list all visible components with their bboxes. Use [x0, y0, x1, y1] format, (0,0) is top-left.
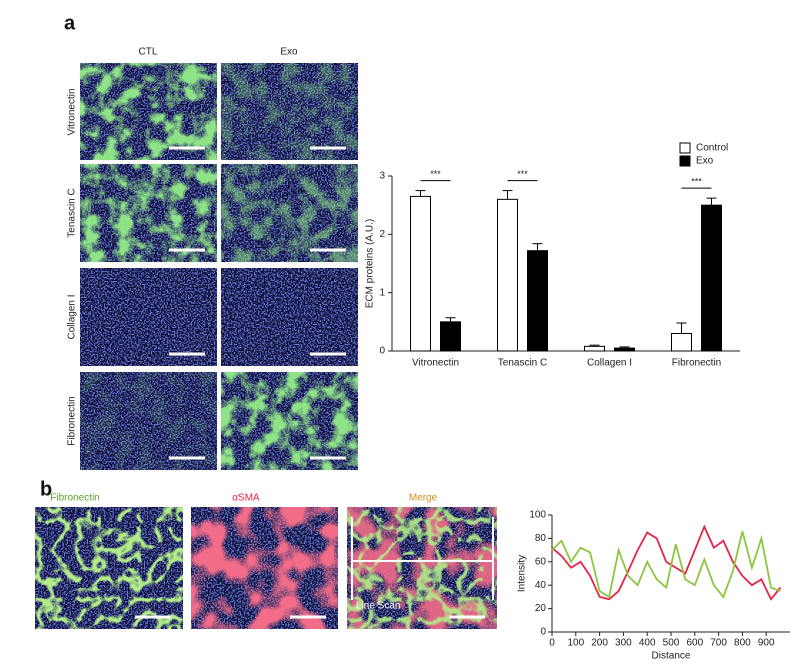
line-series: [551, 524, 782, 601]
y-tick-label: 0: [379, 346, 385, 357]
row-label: Tenascin C: [67, 188, 78, 237]
stain: [80, 372, 217, 470]
error-bar: [415, 190, 426, 197]
micrographs: [35, 63, 497, 629]
x-tick-label: Collagen I: [587, 358, 632, 369]
micrograph: [35, 507, 183, 629]
micrograph: [191, 507, 338, 629]
y-tick-label: 1: [379, 287, 385, 298]
line-series: [551, 531, 781, 599]
legend-label: Control: [696, 143, 728, 154]
stain: [191, 507, 338, 629]
error-bar: [502, 190, 513, 200]
error-bar: [619, 346, 630, 349]
y-tick-label: 3: [379, 171, 385, 182]
y-tick-label: 40: [535, 580, 547, 591]
bar: [410, 195, 431, 352]
micrograph: [80, 268, 217, 366]
annotation: Line Scan: [356, 601, 400, 612]
x-tick-label: 700: [710, 638, 727, 649]
micrograph: [80, 164, 217, 262]
x-tick-label: Fibronectin: [672, 358, 721, 369]
x-tick-label: 0: [549, 638, 555, 649]
stain: [347, 507, 497, 629]
stain: [80, 63, 217, 160]
x-tick-label: Tenascin C: [498, 358, 547, 369]
legend-swatch: [679, 155, 691, 167]
y-tick-label: 100: [529, 510, 546, 521]
bar: [497, 198, 518, 352]
y-axis-label: ECM proteins (A.U.): [365, 219, 376, 308]
micrograph: [221, 63, 358, 160]
stain: [221, 372, 358, 470]
row-label: Fibronectin: [67, 396, 78, 445]
bar: [440, 321, 461, 352]
row-label: Collagen I: [67, 294, 78, 339]
stain: [221, 63, 358, 160]
bar: [614, 347, 635, 352]
x-tick-label: 400: [639, 638, 656, 649]
stain: [35, 507, 183, 629]
x-tick-label: 800: [734, 638, 751, 649]
x-tick-label: 900: [758, 638, 775, 649]
x-axis-label: Distance: [652, 651, 691, 662]
micrograph: [221, 372, 358, 470]
panel-label: a: [64, 12, 76, 34]
y-tick-label: 2: [379, 229, 385, 240]
panel-label: b: [40, 478, 52, 500]
y-axis-label: Intensity: [517, 555, 528, 592]
bar: [584, 345, 605, 352]
error-bar: [445, 317, 456, 322]
column-label: CTL: [139, 47, 158, 58]
error-bar: [589, 344, 600, 347]
micrograph: [80, 372, 217, 470]
image-label: αSMA: [232, 493, 260, 504]
micrograph: [347, 507, 497, 629]
x-tick-label: 300: [615, 638, 632, 649]
x-tick-label: 500: [663, 638, 680, 649]
micrograph: [80, 63, 217, 160]
image-label: Merge: [409, 493, 438, 504]
stain: [221, 164, 358, 262]
error-bar: [532, 243, 543, 251]
y-tick-label: 0: [540, 627, 546, 638]
legend-swatch: [679, 142, 691, 154]
y-tick-label: 20: [535, 603, 547, 614]
significance-label: ***: [691, 177, 702, 187]
x-tick-label: 100: [567, 638, 584, 649]
y-tick-label: 80: [535, 533, 547, 544]
y-tick-label: 60: [535, 556, 547, 567]
significance-label: ***: [517, 169, 528, 179]
bar: [527, 250, 548, 352]
nuclei: [221, 268, 358, 366]
micrograph: [221, 268, 358, 366]
nuclei: [80, 268, 217, 366]
x-tick-label: Vitronectin: [412, 358, 459, 369]
bar: [701, 204, 722, 352]
x-tick-label: 600: [686, 638, 703, 649]
micrograph: [221, 164, 358, 262]
significance-label: ***: [430, 169, 441, 179]
column-label: Exo: [280, 47, 298, 58]
image-label: Fibronectin: [50, 493, 99, 504]
legend-label: Exo: [696, 156, 714, 167]
bar: [671, 333, 692, 352]
error-bar: [706, 197, 717, 206]
x-tick-label: 200: [591, 638, 608, 649]
error-bar: [676, 322, 687, 334]
row-label: Vitronectin: [67, 88, 78, 135]
stain: [80, 164, 217, 262]
